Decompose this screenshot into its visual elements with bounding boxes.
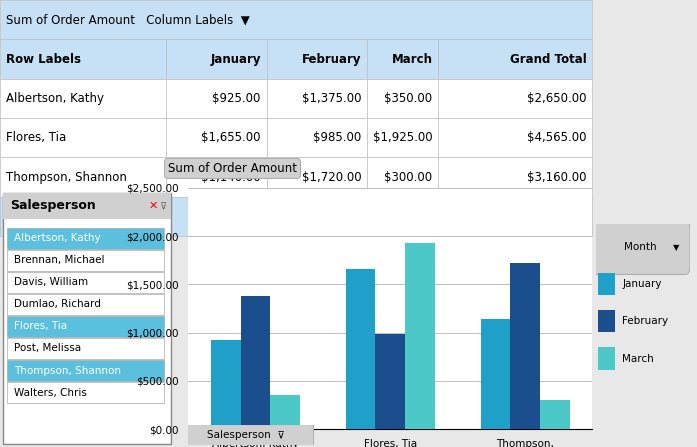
Text: Flores, Tia: Flores, Tia [14,321,67,331]
Text: Thompson, Shannon: Thompson, Shannon [6,170,127,184]
FancyBboxPatch shape [7,272,164,293]
Text: Thompson, Shannon: Thompson, Shannon [14,366,121,375]
Text: $1,720.00: $1,720.00 [302,170,361,184]
Text: $4,565.00: $4,565.00 [527,131,587,144]
Bar [240,296,270,429]
FancyBboxPatch shape [438,39,592,79]
FancyBboxPatch shape [166,39,266,79]
FancyBboxPatch shape [438,118,592,157]
FancyBboxPatch shape [7,294,164,315]
Text: Sum of Order Amount   Column Labels  ▼: Sum of Order Amount Column Labels ▼ [6,13,250,26]
FancyBboxPatch shape [166,118,266,157]
Text: $1,655.00: $1,655.00 [201,131,261,144]
Text: February: February [302,52,361,66]
Text: $3,720.00: $3,720.00 [194,210,261,223]
FancyBboxPatch shape [266,79,367,118]
Bar [405,243,435,429]
Text: Walters, Chris: Walters, Chris [14,388,87,397]
Text: ▼: ▼ [673,243,680,252]
FancyBboxPatch shape [438,197,592,236]
FancyBboxPatch shape [166,157,266,197]
FancyBboxPatch shape [7,360,164,381]
Text: $1,925.00: $1,925.00 [373,131,432,144]
Bar [376,334,405,429]
FancyBboxPatch shape [166,197,266,236]
FancyBboxPatch shape [0,0,592,39]
Bar [346,270,376,429]
Text: January: January [210,52,261,66]
FancyBboxPatch shape [7,250,164,271]
FancyBboxPatch shape [598,310,615,332]
Text: Albertson, Kathy: Albertson, Kathy [14,233,100,243]
FancyBboxPatch shape [367,118,438,157]
Text: $10,375.00: $10,375.00 [512,210,587,223]
FancyBboxPatch shape [7,316,164,337]
Text: Brennan, Michael: Brennan, Michael [14,255,105,266]
FancyBboxPatch shape [367,79,438,118]
FancyBboxPatch shape [367,157,438,197]
FancyBboxPatch shape [438,79,592,118]
Text: Sum of Order Amount: Sum of Order Amount [168,162,297,175]
Text: $2,575.00: $2,575.00 [366,210,432,223]
Text: $3,160.00: $3,160.00 [527,170,587,184]
Bar [481,319,510,429]
Bar [540,400,569,429]
Text: January: January [622,279,661,289]
Text: Month: Month [625,242,657,252]
Text: $4,080.00: $4,080.00 [295,210,361,223]
Text: Albertson, Kathy: Albertson, Kathy [6,92,104,105]
Text: $1,140.00: $1,140.00 [201,170,261,184]
FancyBboxPatch shape [0,79,166,118]
FancyBboxPatch shape [266,39,367,79]
Text: ⊽: ⊽ [160,201,167,211]
FancyBboxPatch shape [266,197,367,236]
FancyBboxPatch shape [367,39,438,79]
FancyBboxPatch shape [7,382,164,403]
Text: Grand Total: Grand Total [6,210,83,223]
FancyBboxPatch shape [438,157,592,197]
Text: $1,375.00: $1,375.00 [302,92,361,105]
Text: $300.00: $300.00 [384,170,432,184]
FancyBboxPatch shape [0,118,166,157]
FancyBboxPatch shape [3,193,171,219]
FancyBboxPatch shape [0,197,166,236]
Bar [510,263,540,429]
Text: ✕: ✕ [148,201,158,211]
FancyBboxPatch shape [3,193,171,444]
FancyBboxPatch shape [598,273,615,295]
FancyBboxPatch shape [166,79,266,118]
FancyBboxPatch shape [591,220,690,274]
Text: Row Labels: Row Labels [6,52,81,66]
FancyBboxPatch shape [266,118,367,157]
Text: Post, Melissa: Post, Melissa [14,343,81,354]
Text: Salesperson  ⊽: Salesperson ⊽ [207,430,285,440]
Text: $925.00: $925.00 [213,92,261,105]
Text: Grand Total: Grand Total [510,52,587,66]
Bar [211,340,240,429]
Text: Flores, Tia: Flores, Tia [6,131,66,144]
Text: March: March [622,354,654,363]
FancyBboxPatch shape [367,197,438,236]
FancyBboxPatch shape [7,338,164,359]
FancyBboxPatch shape [7,228,164,249]
FancyBboxPatch shape [598,347,615,370]
Text: Dumlao, Richard: Dumlao, Richard [14,299,101,309]
Text: $985.00: $985.00 [313,131,361,144]
FancyBboxPatch shape [182,425,314,446]
FancyBboxPatch shape [0,39,166,79]
Text: $2,650.00: $2,650.00 [527,92,587,105]
FancyBboxPatch shape [266,157,367,197]
Text: Salesperson: Salesperson [10,199,96,212]
FancyBboxPatch shape [0,157,166,197]
Text: Davis, William: Davis, William [14,278,88,287]
Text: March: March [392,52,432,66]
Bar [270,395,300,429]
Text: February: February [622,316,668,326]
Text: $350.00: $350.00 [384,92,432,105]
